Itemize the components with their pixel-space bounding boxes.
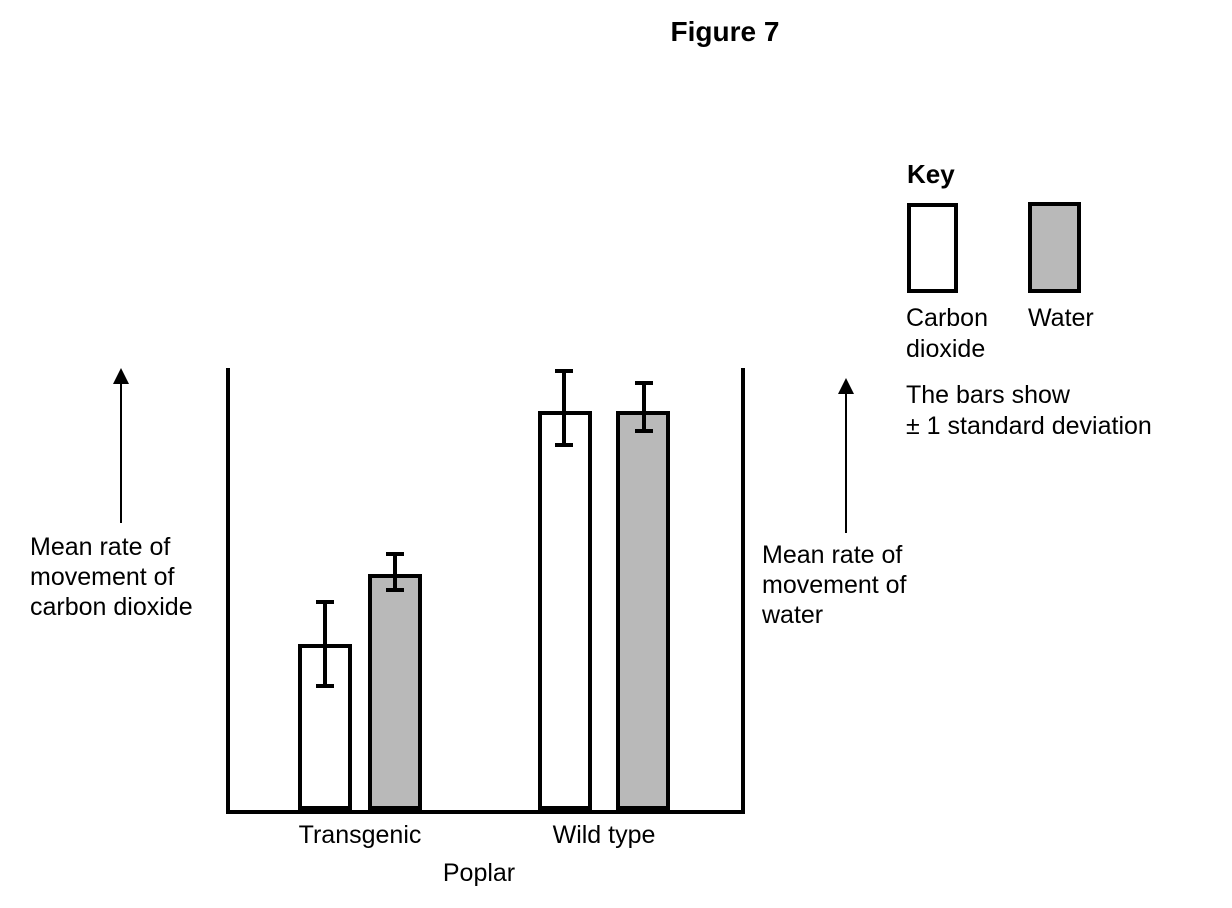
left-axis-arrow-icon <box>113 368 129 384</box>
key-swatch-carbon-dioxide <box>907 203 958 293</box>
bar-transgenic-water <box>368 574 422 810</box>
left-axis-label-line-2: movement of <box>30 563 175 591</box>
right-axis-label-line-1: Mean rate of <box>762 541 903 569</box>
error-bar-wildtype-carbon-dioxide <box>555 369 573 447</box>
left-axis-label: Mean rate of movement of carbon dioxide <box>30 532 193 622</box>
key-note: The bars show ± 1 standard deviation <box>906 380 1152 442</box>
x-axis-line <box>226 810 745 814</box>
error-stem <box>642 381 646 433</box>
error-bar-wildtype-water <box>635 381 653 433</box>
left-axis-label-line-1: Mean rate of <box>30 533 171 561</box>
key-label-carbon-dioxide: Carbon dioxide <box>906 304 988 363</box>
right-axis-label-line-3: water <box>762 601 824 629</box>
error-stem <box>562 369 566 447</box>
right-axis-arrow-icon <box>838 378 854 394</box>
error-cap-bottom <box>635 429 653 433</box>
figure-title: Figure 7 <box>670 16 780 47</box>
bar-wildtype-water <box>616 411 670 810</box>
right-axis-label-line-2: movement of <box>762 571 907 599</box>
x-category-transgenic: Transgenic <box>298 821 422 849</box>
error-bar-transgenic-carbon-dioxide <box>316 600 334 688</box>
error-stem <box>323 600 327 688</box>
left-axis-arrow-shaft <box>120 383 122 523</box>
key-note-line-1: The bars show <box>906 381 1070 409</box>
x-category-wild-type: Wild type <box>552 821 656 849</box>
key-note-line-2: ± 1 standard deviation <box>906 412 1152 440</box>
x-axis-title: Poplar <box>442 859 516 887</box>
key-label-water: Water <box>1028 304 1094 332</box>
key-heading: Key <box>907 159 955 189</box>
error-cap-bottom <box>316 684 334 688</box>
key-swatch-water <box>1028 202 1081 293</box>
error-cap-bottom <box>555 443 573 447</box>
plot-right-border <box>741 368 745 814</box>
error-bar-transgenic-water <box>386 552 404 592</box>
plot-left-border <box>226 368 230 814</box>
left-axis-label-line-3: carbon dioxide <box>30 593 193 621</box>
right-axis-arrow-shaft <box>845 393 847 533</box>
bar-wildtype-carbon-dioxide <box>538 411 592 810</box>
error-stem <box>393 552 397 592</box>
error-cap-bottom <box>386 588 404 592</box>
right-axis-label: Mean rate of movement of water <box>762 540 907 630</box>
